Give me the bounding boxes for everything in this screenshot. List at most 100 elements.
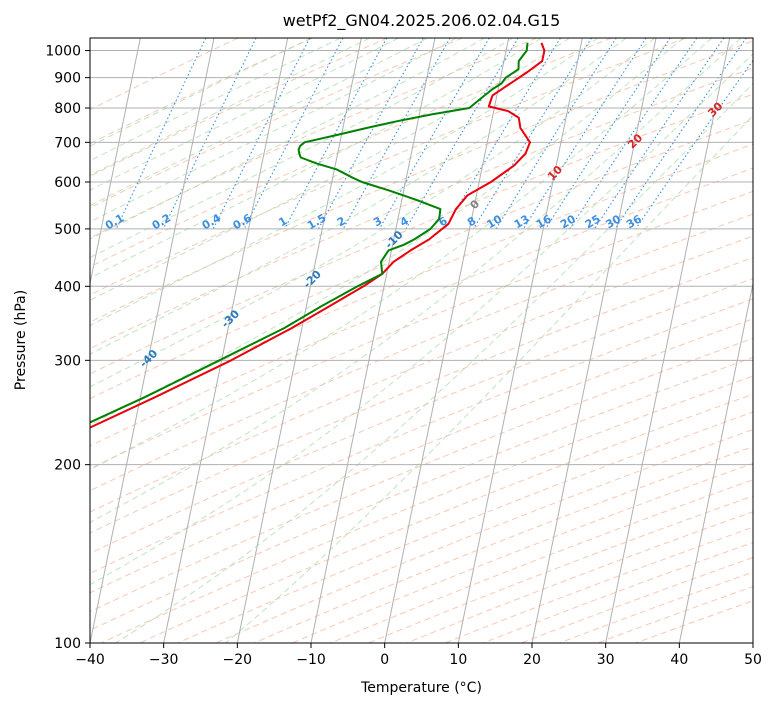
isotherm-label: 20 <box>625 131 645 151</box>
dry-adiabat <box>90 38 612 268</box>
y-tick-label: 600 <box>54 175 81 191</box>
moist-adiabat <box>90 38 542 279</box>
moist-adiabat <box>90 38 370 176</box>
x-axis-label: Temperature (°C) <box>360 680 482 696</box>
isotherm <box>90 38 215 643</box>
moist-adiabat <box>90 38 341 162</box>
mixing-ratio-line <box>284 38 388 230</box>
isotherm-label: -30 <box>219 307 242 330</box>
moist-adiabat <box>90 38 312 147</box>
isotherm <box>752 640 753 643</box>
mixing-ratio-line <box>342 38 451 230</box>
dry-adiabat <box>90 67 753 350</box>
moist-adiabat <box>90 53 753 586</box>
y-tick-label: 700 <box>54 135 81 151</box>
dry-adiabat <box>406 511 753 643</box>
mixing-ratio-label: 1 <box>276 214 289 229</box>
moist-adiabat <box>225 114 753 643</box>
isotherm <box>90 38 141 287</box>
x-tick-label: 40 <box>670 652 688 668</box>
x-tick-label: 30 <box>597 652 615 668</box>
dry-adiabat <box>90 190 753 470</box>
mixing-ratio-line <box>569 38 698 230</box>
mixing-ratio-line <box>115 38 207 230</box>
moist-adiabat <box>90 38 457 223</box>
moist-adiabat <box>90 38 399 191</box>
x-tick-label: 20 <box>523 652 541 668</box>
moist-adiabat <box>90 38 570 301</box>
x-tick-label: −30 <box>149 652 179 668</box>
dry-adiabat <box>101 375 753 643</box>
y-tick-label: 1000 <box>45 44 81 60</box>
isotherm <box>0 38 67 643</box>
x-tick-label: −40 <box>75 652 105 668</box>
y-tick-label: 500 <box>54 222 81 238</box>
dry-adiabat <box>90 38 463 209</box>
x-tick-label: −20 <box>223 652 253 668</box>
isotherm <box>605 38 731 643</box>
mixing-ratio-line <box>212 38 311 230</box>
isotherm <box>310 38 436 643</box>
dry-adiabat <box>90 38 388 177</box>
moist-adiabat <box>90 38 599 327</box>
dry-adiabat <box>254 446 753 643</box>
mixing-ratio-line <box>444 38 561 230</box>
background-lines <box>0 38 753 643</box>
dry-adiabat <box>330 479 753 643</box>
dry-adiabat <box>90 257 753 534</box>
mixing-ratio-line <box>545 38 671 230</box>
dry-adiabat <box>521 556 753 643</box>
y-tick-label: 200 <box>54 458 81 474</box>
mixing-ratio-line <box>472 38 592 230</box>
dry-adiabat <box>139 393 753 643</box>
dry-adiabat <box>90 235 753 513</box>
dewpoint-line <box>90 42 529 424</box>
moist-adiabat <box>90 38 514 259</box>
dry-adiabat <box>90 318 753 594</box>
profile-lines <box>90 42 546 429</box>
mixing-ratio-line <box>243 38 344 230</box>
dry-adiabat <box>635 600 753 643</box>
isotherm <box>236 38 362 643</box>
y-tick-label: 900 <box>54 71 81 87</box>
dry-adiabat <box>90 143 753 424</box>
dry-adiabat <box>90 93 753 375</box>
mixing-ratio-line <box>523 38 647 230</box>
mixing-ratio-line <box>635 59 753 230</box>
isotherm <box>531 38 657 643</box>
moist-adiabat <box>90 38 656 388</box>
dry-adiabat <box>90 337 753 613</box>
isotherm <box>384 38 510 643</box>
x-tick-label: 0 <box>380 652 389 668</box>
moist-adiabat <box>115 82 753 643</box>
mixing-ratio-label: 2 <box>335 214 348 229</box>
x-tick-label: 10 <box>449 652 467 668</box>
dry-adiabat <box>90 119 753 400</box>
isotherm-label: -50 <box>55 386 78 409</box>
temperature-line <box>90 42 546 429</box>
mixing-ratio-line <box>594 38 725 230</box>
moist-adiabat <box>90 38 742 523</box>
dry-adiabat <box>90 40 753 323</box>
y-tick-label: 800 <box>54 101 81 117</box>
dry-adiabat <box>90 38 538 239</box>
y-tick-label: 300 <box>54 353 81 369</box>
y-axis-label: Pressure (hPa) <box>13 290 29 390</box>
moist-adiabat <box>90 38 627 355</box>
mixing-ratio-label: 8 <box>465 214 478 229</box>
isotherm-label: 0 <box>468 197 483 212</box>
dry-adiabat <box>90 167 753 447</box>
isotherm <box>457 38 583 643</box>
moist-adiabat <box>90 38 428 207</box>
chart-title: wetPf2_GN04.2025.206.02.04.G15 <box>283 11 561 31</box>
dry-adiabat <box>90 356 753 631</box>
dry-adiabat <box>90 298 753 574</box>
moist-adiabat <box>90 38 485 240</box>
mixing-ratio-line <box>614 38 747 230</box>
x-tick-label: −10 <box>296 652 326 668</box>
mixing-ratio-label: 3 <box>371 214 384 229</box>
moist-adiabat <box>90 38 713 471</box>
mixing-ratio-line <box>317 38 424 230</box>
plot-frame <box>89 37 754 644</box>
